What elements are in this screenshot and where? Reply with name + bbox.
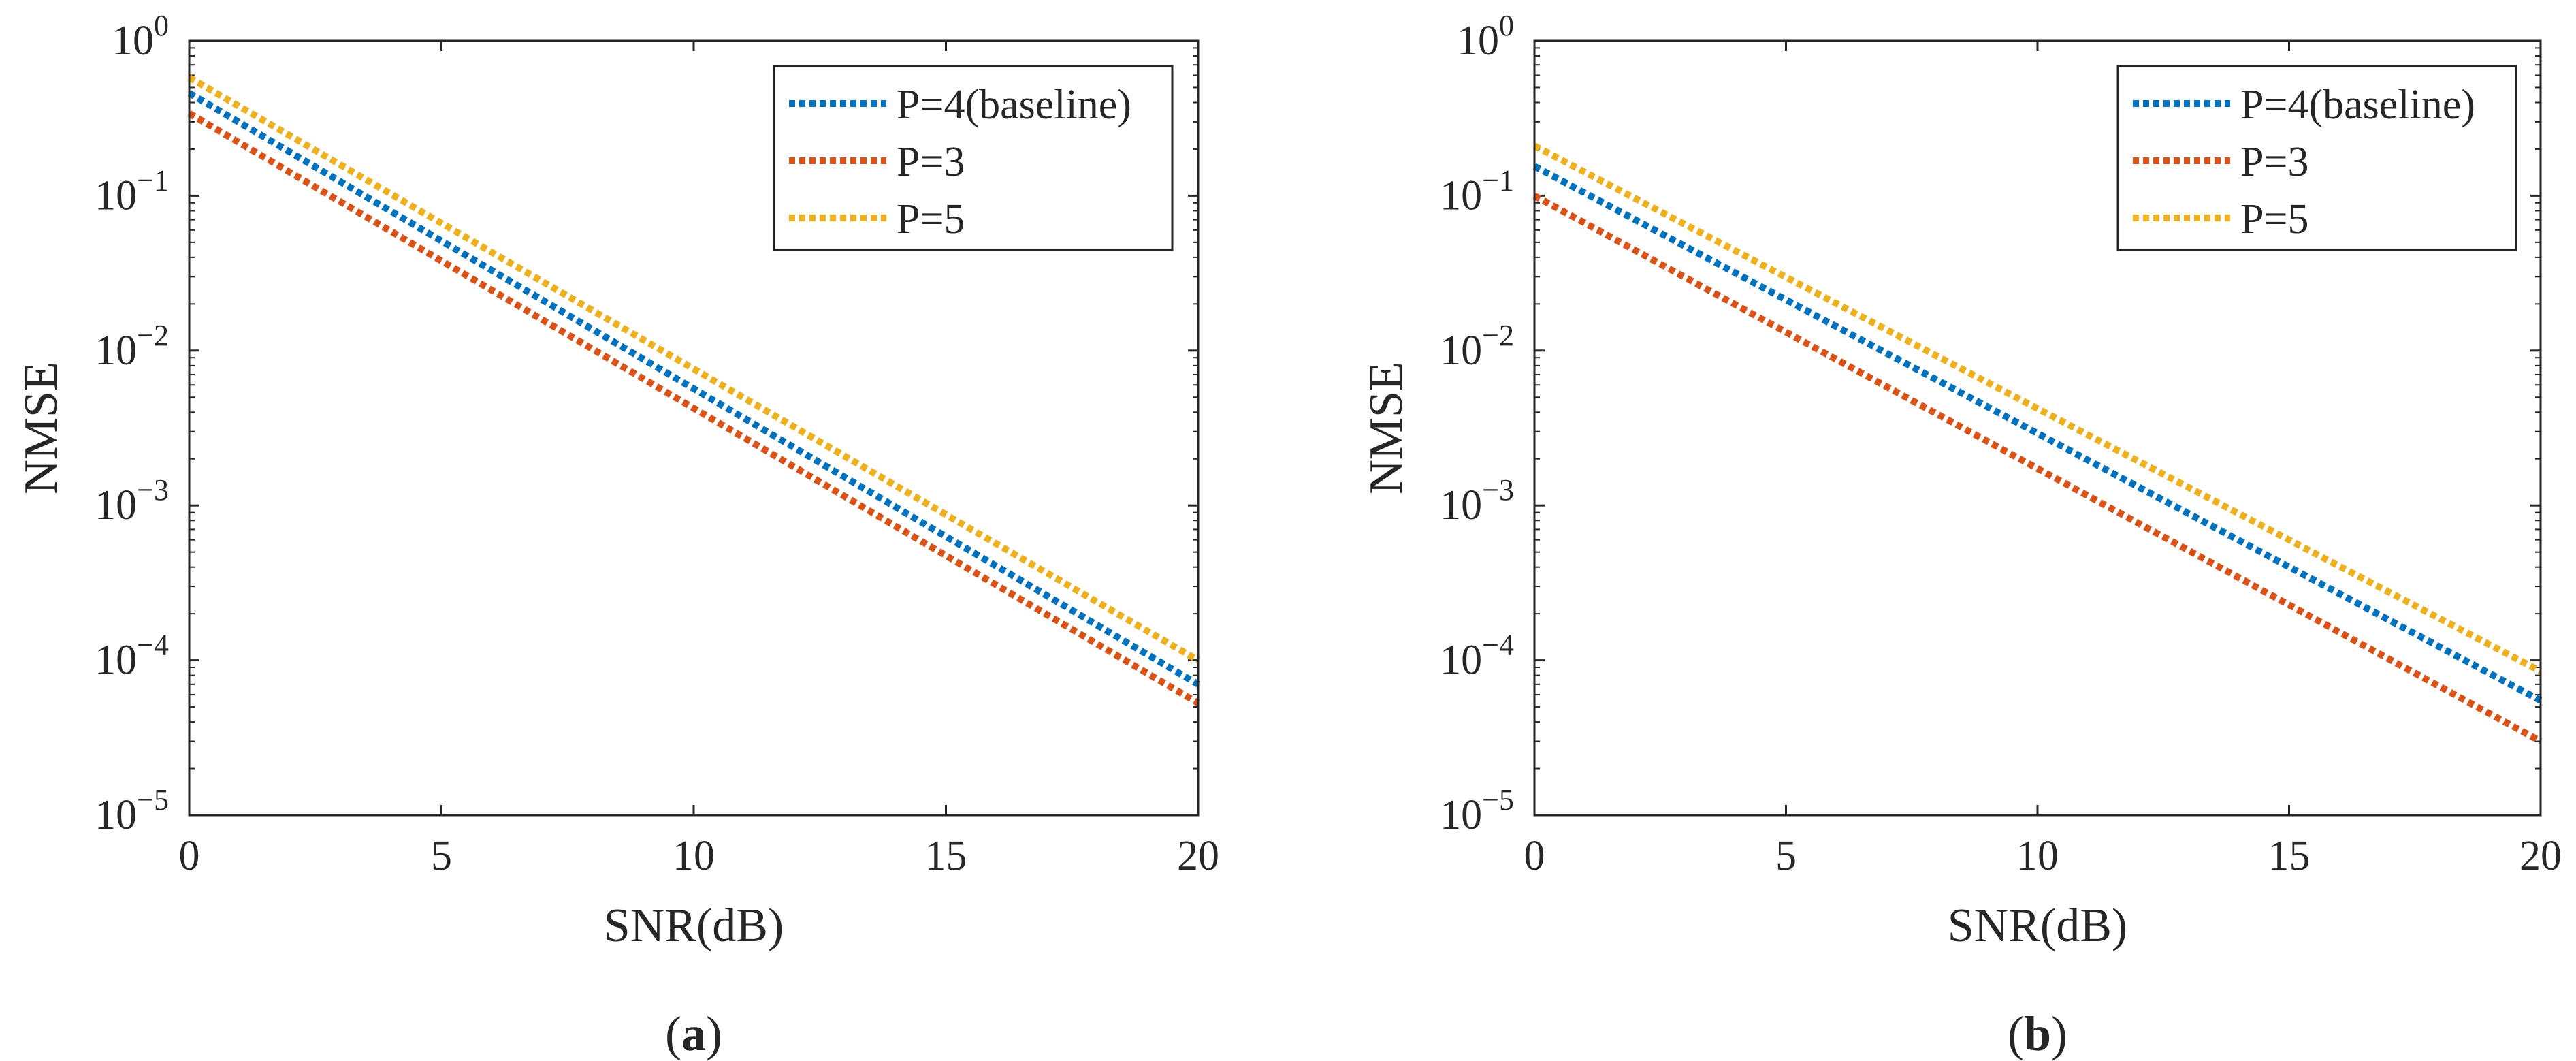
y-axis-label: NMSE xyxy=(15,362,67,494)
panel-label: (a) xyxy=(665,1007,722,1061)
series-line-1 xyxy=(1532,163,2543,704)
y-tick-label: 10−3 xyxy=(1440,473,1514,528)
x-tick-label: 5 xyxy=(1775,833,1797,879)
x-tick-label: 0 xyxy=(179,833,200,879)
legend-label: P=4(baseline) xyxy=(2240,82,2475,128)
legend-label: P=3 xyxy=(2240,139,2308,185)
chart-panel-a: 0 5 10 15 20 100 10−1 10−2 10−3 10−4 10−5 SNR(dB) NM… xyxy=(15,9,1219,1061)
y-tick-label: 10−3 xyxy=(95,473,169,528)
y-tick-label: 10−1 xyxy=(95,163,169,219)
x-axis-label: SNR(dB) xyxy=(1948,900,2127,952)
y-axis-label: NMSE xyxy=(1360,362,1413,494)
x-tick-label: 15 xyxy=(925,833,967,879)
x-tick-label: 0 xyxy=(1524,833,1545,879)
legend-label: P=5 xyxy=(2240,196,2308,242)
y-tick-label: 100 xyxy=(112,9,169,64)
panel-label: (b) xyxy=(2008,1007,2067,1061)
legend-label: P=4(baseline) xyxy=(897,82,1131,128)
x-tick-label: 5 xyxy=(431,833,452,879)
legend-label: P=3 xyxy=(897,139,965,185)
series-line-2 xyxy=(187,110,1200,706)
y-tick-label: 10−1 xyxy=(1440,163,1514,219)
x-tick-label: 20 xyxy=(2519,833,2562,879)
x-tick-label: 10 xyxy=(2016,833,2059,879)
y-tick-label: 10−4 xyxy=(1440,629,1514,684)
y-tick-label: 10−5 xyxy=(1440,783,1514,838)
axes-box xyxy=(188,39,1200,817)
x-tick-label: 15 xyxy=(2268,833,2311,879)
x-axis-label: SNR(dB) xyxy=(604,900,784,952)
legend: P=4(baseline) P=3 P=5 xyxy=(2116,65,2517,251)
series-line-2 xyxy=(1532,193,2543,744)
y-tick-label: 10−5 xyxy=(95,783,169,838)
legend-label: P=5 xyxy=(897,196,965,242)
x-tick-label: 10 xyxy=(673,833,715,879)
x-tick-label: 20 xyxy=(1177,833,1219,879)
chart-panel-b: 0 5 10 15 20 100 10−1 10−2 10−3 10−4 10−5 SNR(dB) NM… xyxy=(1360,9,2562,1061)
y-tick-label: 10−2 xyxy=(1440,319,1514,374)
y-tick-label: 10−2 xyxy=(95,319,169,374)
legend: P=4(baseline) P=3 P=5 xyxy=(773,65,1174,251)
series-line-3 xyxy=(1532,142,2543,675)
series-line-3 xyxy=(187,74,1200,663)
axes-box xyxy=(1533,39,2542,817)
y-tick-label: 10−4 xyxy=(95,629,169,684)
y-tick-label: 100 xyxy=(1457,9,1514,64)
series-line-1 xyxy=(187,90,1200,688)
